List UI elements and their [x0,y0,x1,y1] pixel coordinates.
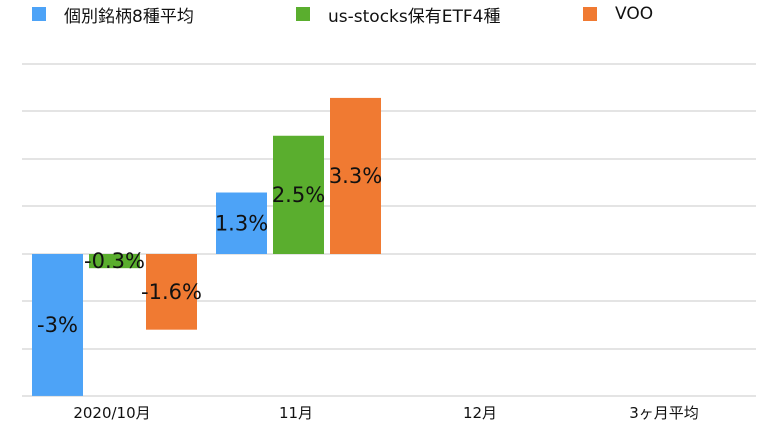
x-tick-label-0: 2020/10月 [73,404,150,422]
legend-swatch-individual-stocks [32,7,46,21]
bar-2-0 [146,254,197,330]
data-label-1-1: 2.5% [272,183,325,207]
data-label-0-0: -3% [37,313,78,337]
legend-item-individual-stocks: 個別銘柄8種平均 [32,2,194,27]
chart-legend: 個別銘柄8種平均 us-stocks保有ETF4種 VOO [0,0,762,34]
bar-1-1 [273,135,324,254]
legend-item-voo: VOO [583,2,653,26]
x-tick-label-3: 3ヶ月平均 [629,404,699,422]
legend-label-voo: VOO [615,4,654,24]
data-label-2-0: -1.6% [141,280,202,304]
legend-item-etf: us-stocks保有ETF4種 [296,2,501,27]
legend-swatch-voo [583,7,597,21]
bar-0-1 [216,192,267,254]
bar-2-1 [330,97,381,254]
data-label-1-0: -0.3% [84,249,145,273]
legend-label-individual-stocks: 個別銘柄8種平均 [64,6,194,27]
data-label-0-1: 1.3% [215,211,268,235]
bar-1-0 [89,254,140,269]
legend-label-etf: us-stocks保有ETF4種 [328,6,501,27]
x-tick-label-2: 12月 [463,404,497,422]
data-label-2-1: 3.3% [329,164,382,188]
bar-0-0 [32,254,83,396]
x-tick-label-1: 11月 [279,404,313,422]
legend-swatch-etf [296,7,310,21]
